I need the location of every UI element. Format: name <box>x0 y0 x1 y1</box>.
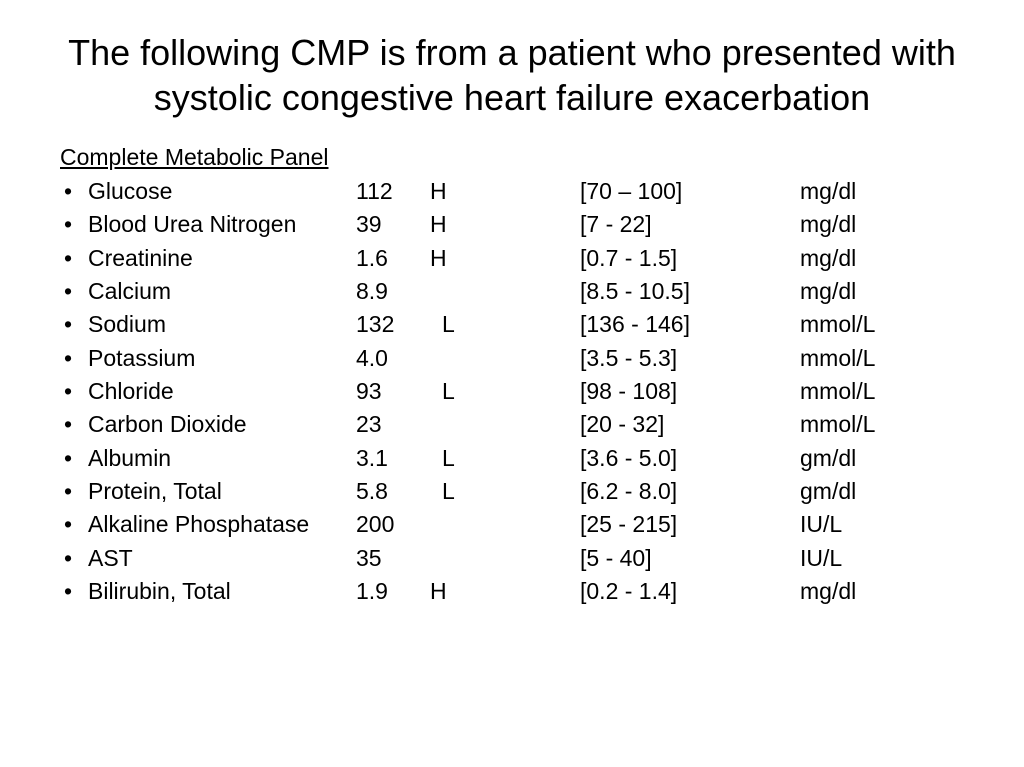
unit: mmol/L <box>800 408 964 441</box>
bullet-icon: • <box>60 542 88 575</box>
bullet-icon: • <box>60 242 88 275</box>
analyte-value: 23 <box>356 408 430 441</box>
lab-row: •Protein, Total5.8L[6.2 - 8.0]gm/dl <box>60 475 964 508</box>
bullet-icon: • <box>60 475 88 508</box>
abnormal-flag: L <box>430 308 580 341</box>
analyte-name: Glucose <box>88 175 356 208</box>
reference-range: [98 - 108] <box>580 375 800 408</box>
analyte-name: Calcium <box>88 275 356 308</box>
analyte-value: 93 <box>356 375 430 408</box>
lab-row: •Albumin3.1L[3.6 - 5.0]gm/dl <box>60 442 964 475</box>
bullet-icon: • <box>60 175 88 208</box>
analyte-value: 35 <box>356 542 430 575</box>
abnormal-flag: H <box>430 175 580 208</box>
lab-row: •Sodium132L[136 - 146]mmol/L <box>60 308 964 341</box>
unit: mg/dl <box>800 175 964 208</box>
unit: gm/dl <box>800 442 964 475</box>
lab-row: •Alkaline Phosphatase200 [25 - 215]IU/L <box>60 508 964 541</box>
abnormal-flag: L <box>430 475 580 508</box>
abnormal-flag: H <box>430 242 580 275</box>
analyte-name: AST <box>88 542 356 575</box>
bullet-icon: • <box>60 275 88 308</box>
reference-range: [0.7 - 1.5] <box>580 242 800 275</box>
analyte-value: 4.0 <box>356 342 430 375</box>
lab-row: •AST35 [5 - 40]IU/L <box>60 542 964 575</box>
analyte-value: 8.9 <box>356 275 430 308</box>
abnormal-flag: H <box>430 575 580 608</box>
reference-range: [136 - 146] <box>580 308 800 341</box>
bullet-icon: • <box>60 375 88 408</box>
lab-row: •Chloride93L[98 - 108]mmol/L <box>60 375 964 408</box>
unit: gm/dl <box>800 475 964 508</box>
analyte-value: 1.9 <box>356 575 430 608</box>
unit: mmol/L <box>800 375 964 408</box>
bullet-icon: • <box>60 208 88 241</box>
lab-row: •Bilirubin, Total1.9H[0.2 - 1.4]mg/dl <box>60 575 964 608</box>
bullet-icon: • <box>60 408 88 441</box>
bullet-icon: • <box>60 508 88 541</box>
reference-range: [20 - 32] <box>580 408 800 441</box>
lab-row: •Potassium4.0 [3.5 - 5.3]mmol/L <box>60 342 964 375</box>
bullet-icon: • <box>60 442 88 475</box>
lab-row: •Carbon Dioxide23 [20 - 32]mmol/L <box>60 408 964 441</box>
abnormal-flag: L <box>430 442 580 475</box>
slide-title: The following CMP is from a patient who … <box>60 30 964 120</box>
unit: IU/L <box>800 542 964 575</box>
analyte-value: 3.1 <box>356 442 430 475</box>
unit: IU/L <box>800 508 964 541</box>
unit: mg/dl <box>800 575 964 608</box>
analyte-value: 1.6 <box>356 242 430 275</box>
lab-row: •Blood Urea Nitrogen39H[7 - 22]mg/dl <box>60 208 964 241</box>
reference-range: [25 - 215] <box>580 508 800 541</box>
analyte-name: Alkaline Phosphatase <box>88 508 356 541</box>
abnormal-flag: H <box>430 208 580 241</box>
analyte-value: 132 <box>356 308 430 341</box>
lab-row: •Glucose112H[70 – 100]mg/dl <box>60 175 964 208</box>
lab-results-list: •Glucose112H[70 – 100]mg/dl•Blood Urea N… <box>60 175 964 608</box>
analyte-name: Sodium <box>88 308 356 341</box>
reference-range: [7 - 22] <box>580 208 800 241</box>
unit: mg/dl <box>800 208 964 241</box>
analyte-value: 200 <box>356 508 430 541</box>
analyte-value: 112 <box>356 175 430 208</box>
bullet-icon: • <box>60 342 88 375</box>
unit: mg/dl <box>800 275 964 308</box>
analyte-value: 5.8 <box>356 475 430 508</box>
reference-range: [6.2 - 8.0] <box>580 475 800 508</box>
reference-range: [0.2 - 1.4] <box>580 575 800 608</box>
analyte-name: Potassium <box>88 342 356 375</box>
bullet-icon: • <box>60 575 88 608</box>
analyte-name: Chloride <box>88 375 356 408</box>
abnormal-flag: L <box>430 375 580 408</box>
lab-row: •Calcium8.9 [8.5 - 10.5]mg/dl <box>60 275 964 308</box>
analyte-name: Bilirubin, Total <box>88 575 356 608</box>
unit: mmol/L <box>800 308 964 341</box>
reference-range: [5 - 40] <box>580 542 800 575</box>
unit: mg/dl <box>800 242 964 275</box>
analyte-name: Blood Urea Nitrogen <box>88 208 356 241</box>
reference-range: [70 – 100] <box>580 175 800 208</box>
unit: mmol/L <box>800 342 964 375</box>
analyte-value: 39 <box>356 208 430 241</box>
analyte-name: Protein, Total <box>88 475 356 508</box>
lab-row: •Creatinine1.6H[0.7 - 1.5]mg/dl <box>60 242 964 275</box>
reference-range: [3.6 - 5.0] <box>580 442 800 475</box>
analyte-name: Carbon Dioxide <box>88 408 356 441</box>
bullet-icon: • <box>60 308 88 341</box>
panel-header: Complete Metabolic Panel <box>60 144 964 171</box>
reference-range: [3.5 - 5.3] <box>580 342 800 375</box>
reference-range: [8.5 - 10.5] <box>580 275 800 308</box>
analyte-name: Creatinine <box>88 242 356 275</box>
analyte-name: Albumin <box>88 442 356 475</box>
